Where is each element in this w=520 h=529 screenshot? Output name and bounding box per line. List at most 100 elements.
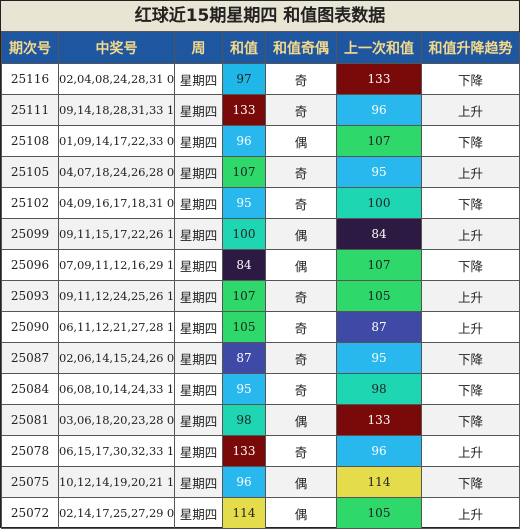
cell-winning-numbers: 02,06,14,15,24,26 08 (58, 342, 175, 374)
cell-winning-numbers: 07,09,11,12,16,29 15 (58, 249, 175, 281)
cell-weekday: 星期四 (174, 404, 223, 436)
cell-winning-numbers: 04,07,18,24,26,28 08 (58, 156, 175, 188)
cell-winning-numbers: 06,15,17,30,32,33 14 (58, 435, 175, 467)
table-row: 25090 06,11,12,21,27,28 15 星期四 105 奇 87 上升 (1, 311, 520, 343)
cell-trend: 下降 (421, 404, 520, 436)
cell-previous-sum: 96 (336, 94, 422, 126)
cell-trend: 下降 (421, 466, 520, 498)
table-row: 25093 09,11,12,24,25,26 10 星期四 107 奇 105 上升 (1, 280, 520, 312)
cell-parity: 奇 (265, 156, 337, 188)
table-row: 25081 03,06,18,20,23,28 05 星期四 98 偶 133 下降 (1, 404, 520, 436)
cell-weekday: 星期四 (174, 311, 223, 343)
cell-sum: 87 (222, 342, 266, 374)
cell-previous-sum: 107 (336, 125, 422, 157)
cell-parity: 奇 (265, 187, 337, 219)
cell-trend: 下降 (421, 187, 520, 219)
cell-weekday: 星期四 (174, 373, 223, 405)
cell-parity: 奇 (265, 373, 337, 405)
cell-period: 25090 (1, 311, 59, 343)
cell-sum: 100 (222, 218, 266, 250)
table-row: 25108 01,09,14,17,22,33 07 星期四 96 偶 107 下降 (1, 125, 520, 157)
cell-parity: 偶 (265, 218, 337, 250)
cell-trend: 上升 (421, 311, 520, 343)
cell-winning-numbers: 09,11,15,17,22,26 14 (58, 218, 175, 250)
cell-trend: 上升 (421, 94, 520, 126)
cell-winning-numbers: 06,08,10,14,24,33 15 (58, 373, 175, 405)
cell-parity: 奇 (265, 63, 337, 95)
cell-period: 25111 (1, 94, 59, 126)
cell-winning-numbers: 03,06,18,20,23,28 05 (58, 404, 175, 436)
cell-winning-numbers: 09,14,18,28,31,33 12 (58, 94, 175, 126)
cell-winning-numbers: 02,14,17,25,27,29 05 (58, 497, 175, 529)
table-row: 25096 07,09,11,12,16,29 15 星期四 84 偶 107 下降 (1, 249, 520, 281)
cell-winning-numbers: 09,11,12,24,25,26 10 (58, 280, 175, 312)
cell-sum: 133 (222, 94, 266, 126)
table-row: 25072 02,14,17,25,27,29 05 星期四 114 偶 105 上升 (1, 497, 520, 529)
table-header-row: 期次号 中奖号 周 和值 和值奇偶 上一次和值 和值升降趋势 (1, 32, 520, 64)
cell-winning-numbers: 01,09,14,17,22,33 07 (58, 125, 175, 157)
cell-trend: 上升 (421, 280, 520, 312)
cell-previous-sum: 107 (336, 249, 422, 281)
cell-sum: 97 (222, 63, 266, 95)
cell-previous-sum: 114 (336, 466, 422, 498)
cell-parity: 偶 (265, 249, 337, 281)
cell-trend: 上升 (421, 156, 520, 188)
table-row: 25084 06,08,10,14,24,33 15 星期四 95 奇 98 下降 (1, 373, 520, 405)
cell-period: 25072 (1, 497, 59, 529)
cell-weekday: 星期四 (174, 435, 223, 467)
cell-sum: 105 (222, 311, 266, 343)
cell-weekday: 星期四 (174, 187, 223, 219)
cell-weekday: 星期四 (174, 342, 223, 374)
cell-trend: 下降 (421, 249, 520, 281)
header-weekday: 周 (174, 32, 223, 64)
header-parity: 和值奇偶 (265, 32, 337, 64)
sum-value-table: 期次号 中奖号 周 和值 和值奇偶 上一次和值 和值升降趋势 25116 02,0… (1, 32, 520, 529)
cell-sum: 84 (222, 249, 266, 281)
cell-sum: 114 (222, 497, 266, 529)
cell-weekday: 星期四 (174, 125, 223, 157)
cell-period: 25096 (1, 249, 59, 281)
cell-parity: 奇 (265, 435, 337, 467)
cell-period: 25116 (1, 63, 59, 95)
header-period: 期次号 (1, 32, 59, 64)
cell-sum: 133 (222, 435, 266, 467)
cell-weekday: 星期四 (174, 497, 223, 529)
cell-trend: 下降 (421, 125, 520, 157)
cell-weekday: 星期四 (174, 63, 223, 95)
cell-period: 25084 (1, 373, 59, 405)
cell-previous-sum: 84 (336, 218, 422, 250)
table-row: 25099 09,11,15,17,22,26 14 星期四 100 偶 84 上升 (1, 218, 520, 250)
cell-trend: 下降 (421, 342, 520, 374)
cell-parity: 奇 (265, 311, 337, 343)
table-row: 25102 04,09,16,17,18,31 07 星期四 95 奇 100 下降 (1, 187, 520, 219)
cell-weekday: 星期四 (174, 280, 223, 312)
cell-parity: 偶 (265, 466, 337, 498)
cell-winning-numbers: 04,09,16,17,18,31 07 (58, 187, 175, 219)
cell-previous-sum: 95 (336, 156, 422, 188)
cell-parity: 偶 (265, 497, 337, 529)
cell-trend: 上升 (421, 218, 520, 250)
cell-sum: 96 (222, 125, 266, 157)
table-row: 25075 10,12,14,19,20,21 15 星期四 96 偶 114 下降 (1, 466, 520, 498)
cell-trend: 上升 (421, 435, 520, 467)
cell-period: 25093 (1, 280, 59, 312)
cell-weekday: 星期四 (174, 466, 223, 498)
cell-weekday: 星期四 (174, 218, 223, 250)
table-row: 25116 02,04,08,24,28,31 09 星期四 97 奇 133 下降 (1, 63, 520, 95)
cell-sum: 96 (222, 466, 266, 498)
cell-previous-sum: 133 (336, 404, 422, 436)
cell-trend: 下降 (421, 63, 520, 95)
cell-parity: 偶 (265, 404, 337, 436)
cell-sum: 107 (222, 156, 266, 188)
cell-trend: 上升 (421, 497, 520, 529)
cell-parity: 偶 (265, 125, 337, 157)
header-previous-sum: 上一次和值 (336, 32, 422, 64)
cell-sum: 98 (222, 404, 266, 436)
cell-weekday: 星期四 (174, 94, 223, 126)
table-row: 25078 06,15,17,30,32,33 14 星期四 133 奇 96 上升 (1, 435, 520, 467)
cell-period: 25105 (1, 156, 59, 188)
cell-previous-sum: 96 (336, 435, 422, 467)
page-title: 红球近15期星期四 和值图表数据 (1, 1, 519, 32)
cell-previous-sum: 100 (336, 187, 422, 219)
cell-period: 25087 (1, 342, 59, 374)
